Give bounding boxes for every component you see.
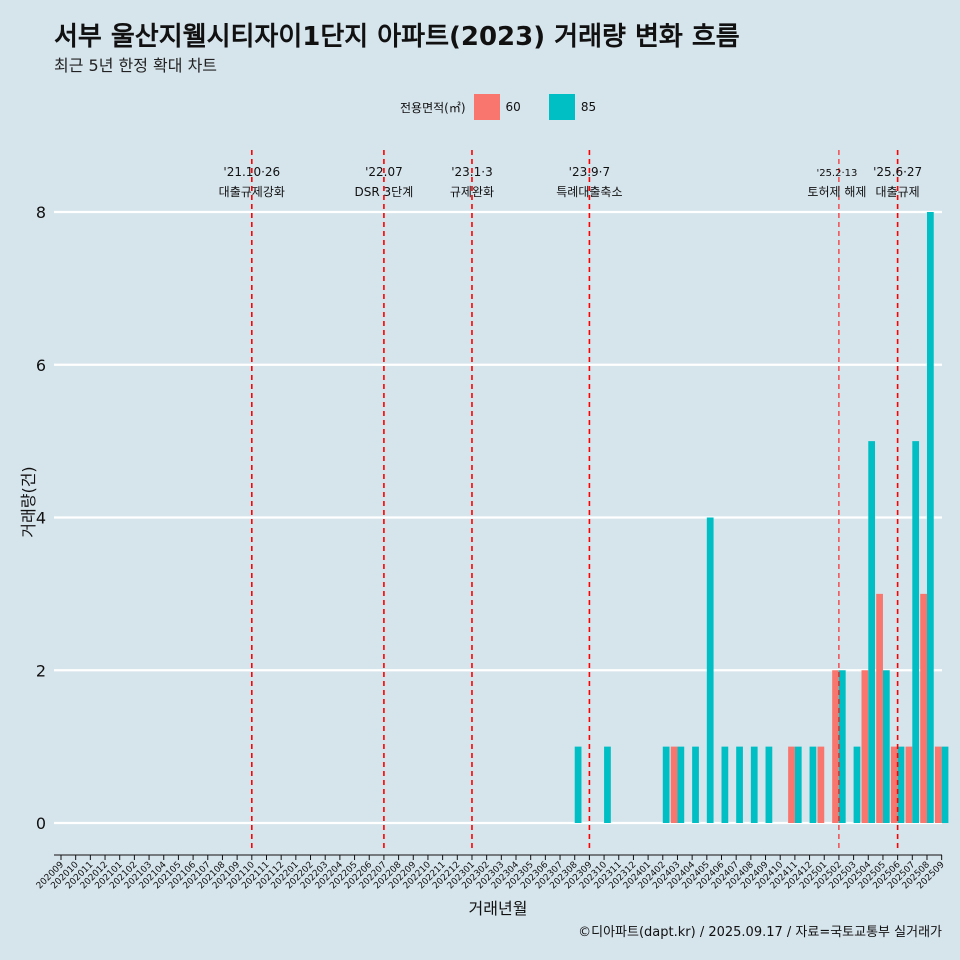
bar-60-202411 xyxy=(788,746,795,823)
bar-60-202509 xyxy=(934,746,942,823)
event-date: '25.6·27 xyxy=(873,165,922,179)
bar-85-202409 xyxy=(765,746,773,823)
bar-85-202503 xyxy=(853,746,861,823)
event-label: 대출규제 xyxy=(876,185,920,199)
source-caption: ©디아파트(dapt.kr) / 2025.09.17 / 자료=국토교통부 실… xyxy=(578,925,942,940)
bar-85-202505 xyxy=(882,670,890,823)
legend: 전용면적(㎡) 60 85 xyxy=(400,94,596,120)
bar-60-202506 xyxy=(890,746,898,823)
event-label: DSR 3단계 xyxy=(355,185,414,199)
event-label: 대출규제강화 xyxy=(219,185,285,199)
bar-60-202403 xyxy=(670,746,678,823)
y-tick-label: 0 xyxy=(36,814,46,833)
bar-60-202508 xyxy=(920,593,927,823)
event-date: '25.2·13 xyxy=(816,168,857,179)
bar-85-202509 xyxy=(941,746,949,823)
bar-85-202310 xyxy=(604,746,611,823)
bar-60-202507 xyxy=(905,746,913,823)
bar-60-202505 xyxy=(876,593,883,823)
bar-85-202502 xyxy=(838,670,846,823)
event-date: '21.10·26 xyxy=(223,165,280,179)
event-label: 특례대출축소 xyxy=(556,185,622,199)
event-date: '23.1·3 xyxy=(451,165,492,179)
bar-85-202506 xyxy=(897,746,905,823)
bar-85-202507 xyxy=(912,441,920,823)
chart-title: 서부 울산지웰시티자이1단지 아파트(2023) 거래량 변화 흐름 xyxy=(54,22,740,52)
bar-85-202412 xyxy=(809,746,817,823)
bar-85-202308 xyxy=(574,746,582,823)
event-label: 토허제 해제 xyxy=(807,185,866,199)
bar-85-202504 xyxy=(868,441,876,823)
legend-label-60: 60 xyxy=(505,100,521,114)
legend-title: 전용면적(㎡) xyxy=(400,100,466,115)
chart-subtitle: 최근 5년 한정 확대 차트 xyxy=(54,56,218,75)
bar-85-202411 xyxy=(794,746,802,823)
x-axis-title: 거래년월 xyxy=(469,899,528,918)
event-label: 규제완화 xyxy=(450,185,494,199)
bar-60-202501 xyxy=(817,746,825,823)
legend-swatch-85 xyxy=(548,94,575,120)
bar-85-202407 xyxy=(736,746,743,823)
y-axis-title: 거래량(건) xyxy=(19,466,38,537)
event-date: '23.9·7 xyxy=(569,165,610,179)
y-tick-label: 6 xyxy=(36,356,46,375)
bar-85-202406 xyxy=(721,746,729,823)
event-date: '22.07 xyxy=(365,165,403,179)
bar-60-202504 xyxy=(861,670,869,823)
bar-85-202403 xyxy=(677,746,685,823)
bar-85-202408 xyxy=(750,746,758,823)
legend-label-85: 85 xyxy=(580,100,597,114)
bar-85-202402 xyxy=(662,746,670,823)
bar-85-202405 xyxy=(706,517,714,823)
legend-swatch-60 xyxy=(473,94,500,120)
bar-85-202404 xyxy=(692,746,699,823)
y-tick-label: 4 xyxy=(36,509,46,528)
y-tick-label: 2 xyxy=(36,661,46,680)
bar-60-202502 xyxy=(832,670,839,823)
y-tick-label: 8 xyxy=(36,203,46,222)
bar-85-202508 xyxy=(926,212,934,823)
